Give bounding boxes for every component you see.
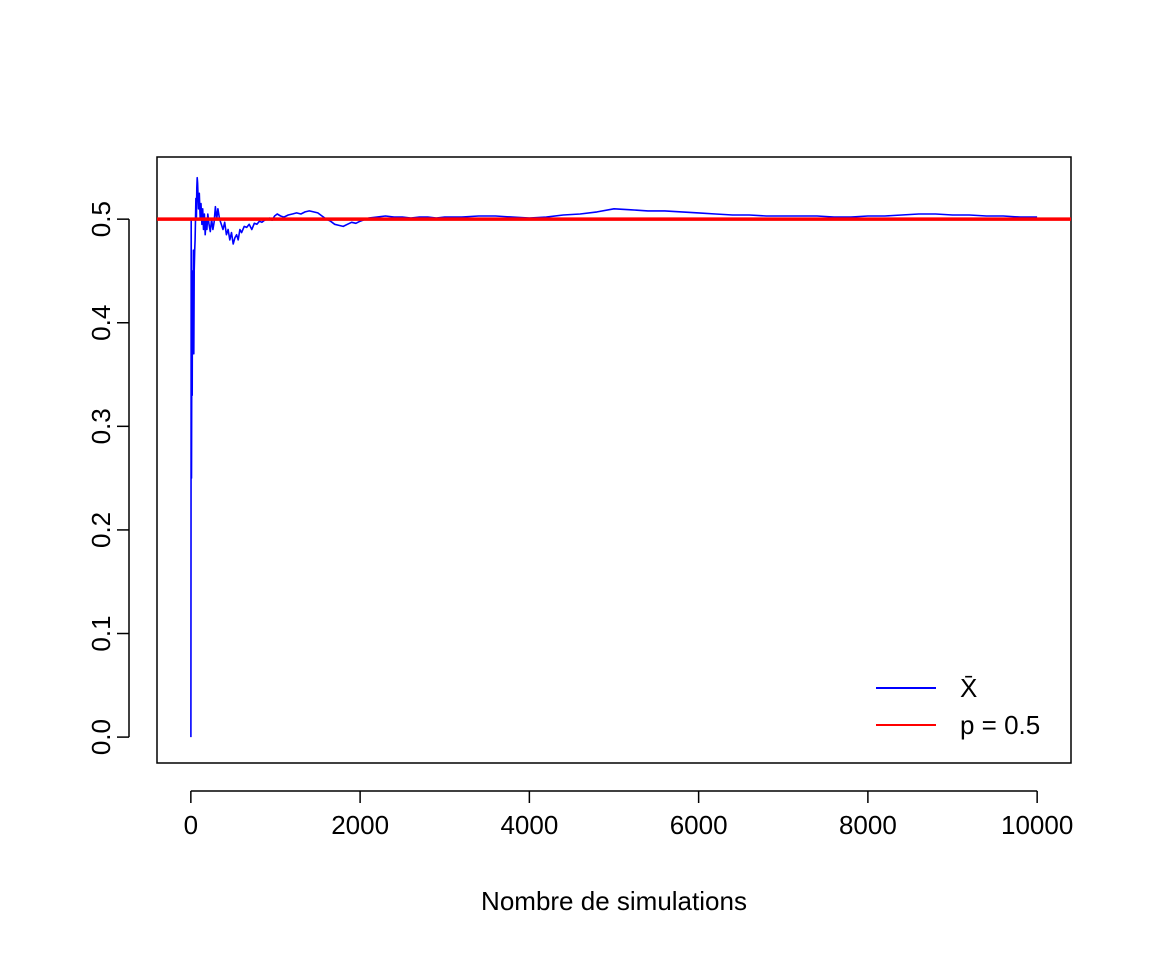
x-tick-label: 4000: [500, 810, 558, 840]
plot-frame: [156, 156, 1072, 764]
y-tick-label: 0.4: [86, 305, 116, 341]
legend: X̄ p = 0.5: [876, 673, 1040, 740]
y-tick-label: 0.0: [86, 719, 116, 755]
y-tick-label: 0.5: [86, 201, 116, 237]
x-tick-label: 8000: [839, 810, 897, 840]
y-tick-label: 0.2: [86, 512, 116, 548]
x-tick-label: 6000: [670, 810, 728, 840]
legend-label-p: p = 0.5: [960, 710, 1040, 740]
series-layer: [157, 176, 1071, 738]
y-tick-label: 0.1: [86, 615, 116, 651]
x-axis: 0 2000 4000 6000 8000 10000: [184, 790, 1073, 840]
x-tick-label: 10000: [1001, 810, 1073, 840]
x-tick-label: 0: [184, 810, 198, 840]
y-tick-label: 0.3: [86, 408, 116, 444]
x-axis-title: Nombre de simulations: [481, 886, 747, 916]
series-line-xbar: [190, 176, 1038, 738]
legend-label-xbar: X̄: [960, 673, 977, 703]
x-tick-label: 2000: [331, 810, 389, 840]
y-axis: 0.0 0.1 0.2 0.3 0.4 0.5: [86, 201, 130, 755]
